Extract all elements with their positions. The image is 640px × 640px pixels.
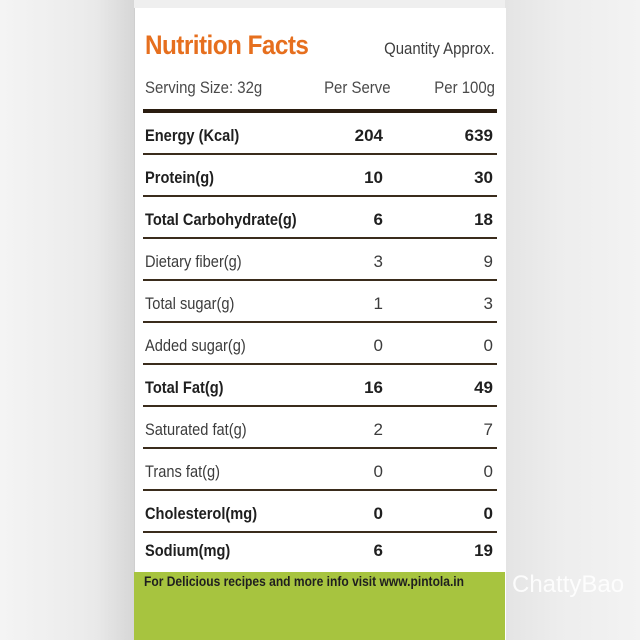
nutrition-label (134, 8, 506, 640)
per-100g-value: 49 (474, 378, 493, 397)
per-100g-header: Per 100g (434, 78, 495, 97)
row-divider (143, 195, 497, 197)
per-100g-value: 3 (483, 294, 493, 313)
row-divider (143, 405, 497, 407)
per-100g-value: 639 (464, 126, 493, 145)
per-serve-value: 0 (373, 336, 383, 355)
jar-left-side (0, 0, 134, 640)
per-serve-header: Per Serve (324, 78, 391, 97)
per-100g-value: 30 (474, 168, 493, 187)
nutrient-name: Trans fat(g) (145, 462, 221, 481)
nutrient-row: Total sugar(g) 1 3 (145, 294, 495, 320)
watermark: ChattyBao (512, 571, 625, 598)
nutrient-name: Total Fat(g) (145, 378, 224, 397)
per-serve-value: 2 (373, 420, 383, 439)
nutrient-name: Cholesterol(mg) (145, 504, 258, 523)
row-divider (143, 321, 497, 323)
nutrient-name: Added sugar(g) (145, 336, 246, 355)
per-100g-value: 7 (483, 420, 493, 439)
nutrient-row: Saturated fat(g) 2 7 (145, 420, 495, 446)
nutrient-name: Dietary fiber(g) (145, 252, 242, 271)
per-serve-value: 1 (373, 294, 383, 313)
jar-shadow (96, 0, 134, 640)
per-100g-value: 9 (483, 252, 493, 271)
per-100g-value: 0 (483, 504, 493, 523)
serving-size: Serving Size: 32g (145, 78, 263, 97)
green-band (134, 572, 505, 640)
column-header-row: Serving Size: 32g Per Serve Per 100g (145, 78, 495, 100)
row-divider (143, 279, 497, 281)
quantity-note: Quantity Approx. (384, 39, 495, 58)
nutrient-name: Saturated fat(g) (145, 420, 247, 439)
per-serve-value: 16 (364, 378, 383, 397)
per-serve-value: 0 (373, 462, 383, 481)
per-100g-value: 0 (483, 462, 493, 481)
nutrient-row: Total Fat(g) 16 49 (145, 378, 495, 404)
row-divider (143, 363, 497, 365)
per-serve-value: 10 (364, 168, 383, 187)
label-top-edge (134, 0, 505, 8)
nutrient-name: Sodium(mg) (145, 541, 231, 560)
nutrient-name: Energy (Kcal) (145, 126, 240, 145)
row-divider (143, 447, 497, 449)
footer-text: For Delicious recipes and more info visi… (144, 573, 465, 589)
per-serve-value: 6 (373, 541, 383, 560)
nutrient-row: Energy (Kcal) 204 639 (145, 126, 495, 152)
divider-thick (143, 109, 497, 113)
nutrient-row: Added sugar(g) 0 0 (145, 336, 495, 362)
per-serve-value: 0 (373, 504, 383, 523)
per-100g-value: 0 (483, 336, 493, 355)
row-divider (143, 489, 497, 491)
row-divider (143, 531, 497, 533)
nutrient-name: Total sugar(g) (145, 294, 235, 313)
jar-right-side (505, 0, 640, 640)
nutrient-row: Protein(g) 10 30 (145, 168, 495, 194)
nutrient-name: Protein(g) (145, 168, 215, 187)
per-serve-value: 3 (373, 252, 383, 271)
per-100g-value: 19 (474, 541, 493, 560)
per-serve-value: 6 (373, 210, 383, 229)
nutrient-row: Total Carbohydrate(g) 6 18 (145, 210, 495, 236)
per-100g-value: 18 (474, 210, 493, 229)
nutrient-row: Trans fat(g) 0 0 (145, 462, 495, 488)
nutrient-row: Dietary fiber(g) 3 9 (145, 252, 495, 278)
nutrient-name: Total Carbohydrate(g) (145, 210, 297, 229)
nutrient-row: Sodium(mg) 6 19 (145, 541, 495, 567)
label-header: Nutrition Facts Quantity Approx. (145, 30, 495, 70)
row-divider (143, 153, 497, 155)
nutrition-facts-title: Nutrition Facts (145, 30, 309, 60)
per-serve-value: 204 (354, 126, 383, 145)
nutrient-row: Cholesterol(mg) 0 0 (145, 504, 495, 530)
row-divider (143, 237, 497, 239)
